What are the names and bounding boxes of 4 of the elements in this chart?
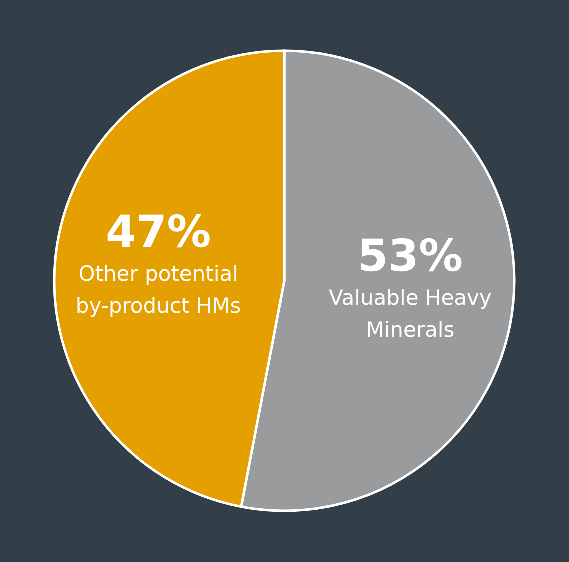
data-label: 47% (106, 207, 212, 258)
data-label: 53% (358, 230, 464, 282)
slice-label: Valuable Heavy Minerals (329, 286, 492, 342)
slice-label: Other potential by-product HMs (76, 262, 242, 318)
